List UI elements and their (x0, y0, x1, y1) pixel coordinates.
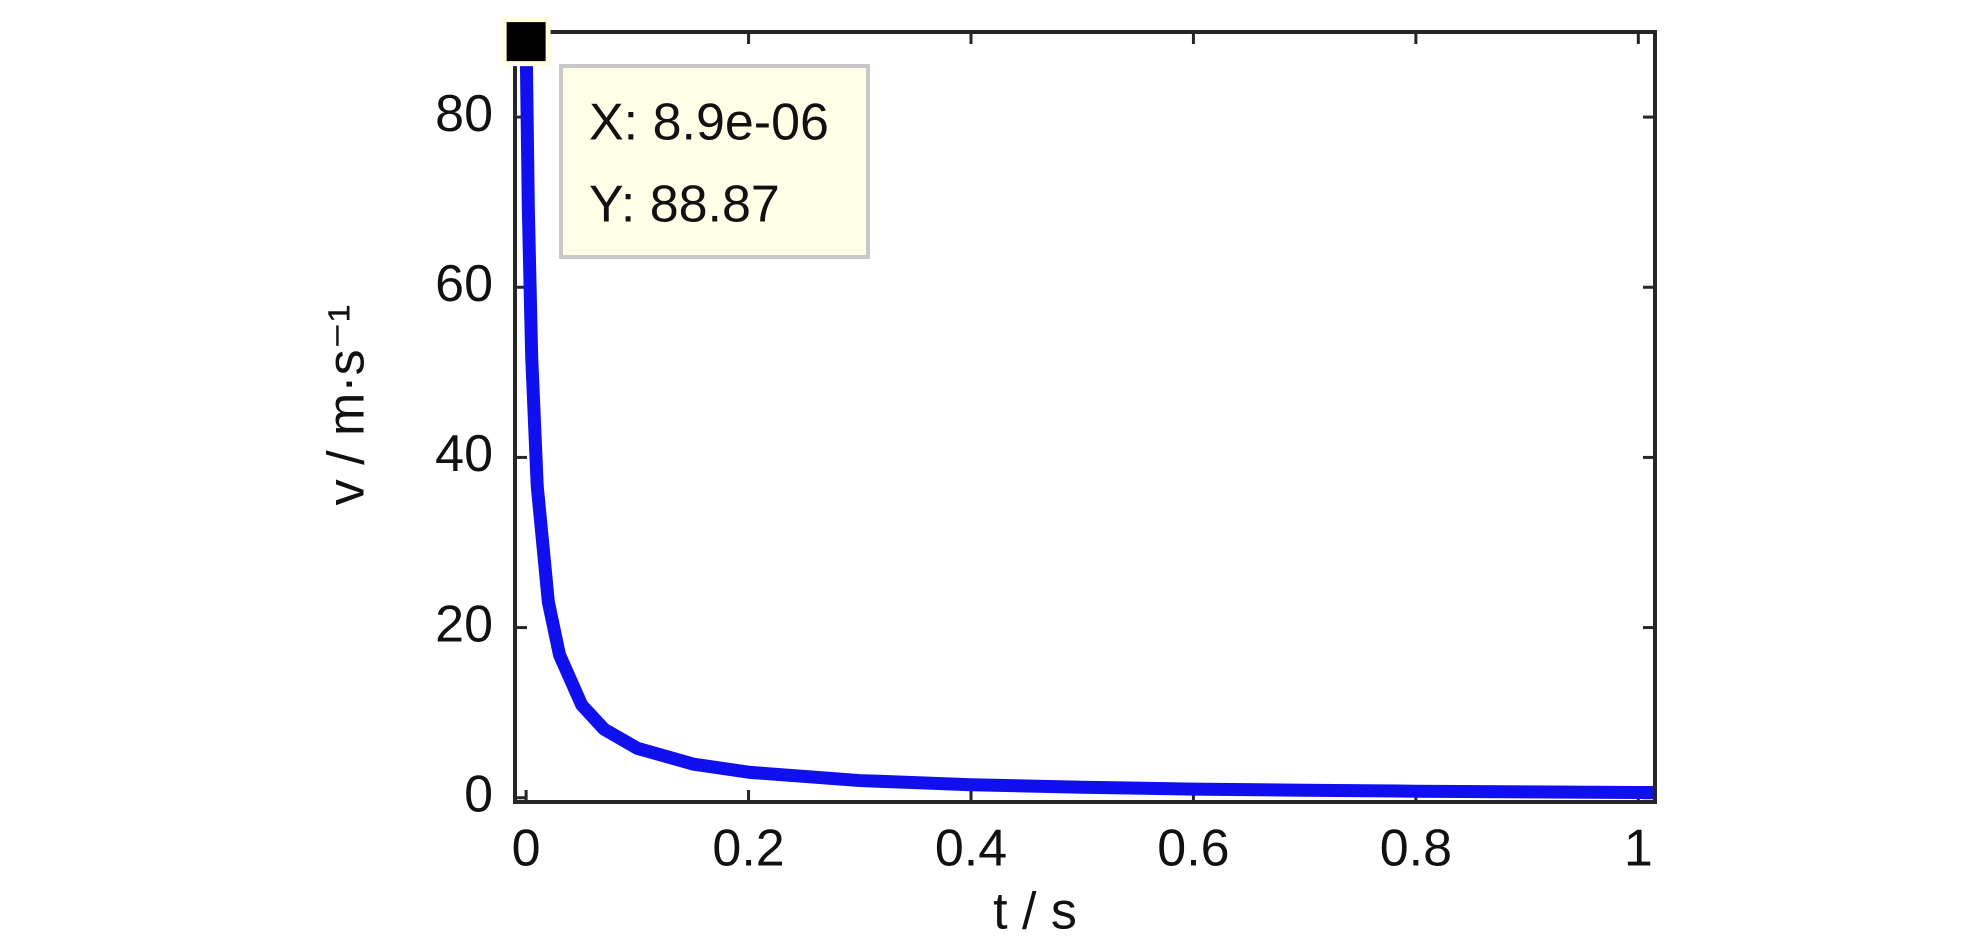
y-tick-label: 0 (464, 765, 493, 823)
y-tick-label: 60 (435, 255, 493, 313)
x-tick-label: 0.8 (1380, 820, 1452, 878)
y-axis-label: v / m·s⁻¹ (318, 305, 376, 506)
datatip-marker (501, 17, 551, 67)
x-axis-label: t / s (993, 883, 1077, 941)
y-tick-label: 80 (435, 85, 493, 143)
x-tick-label: 0.4 (935, 820, 1007, 878)
x-tick-label: 1 (1624, 820, 1653, 878)
datatip-text: X: 8.9e-06 (589, 94, 829, 152)
data-line (519, 41, 1656, 800)
y-tick-label: 40 (435, 425, 493, 483)
x-tick-label: 0 (512, 820, 541, 878)
plot-frame (513, 30, 1657, 804)
x-tick-label: 0.2 (712, 820, 784, 878)
datatip-text: Y: 88.87 (589, 176, 780, 234)
y-tick-label: 20 (435, 595, 493, 653)
x-tick-label: 0.6 (1157, 820, 1229, 878)
datatip-box (559, 64, 870, 259)
